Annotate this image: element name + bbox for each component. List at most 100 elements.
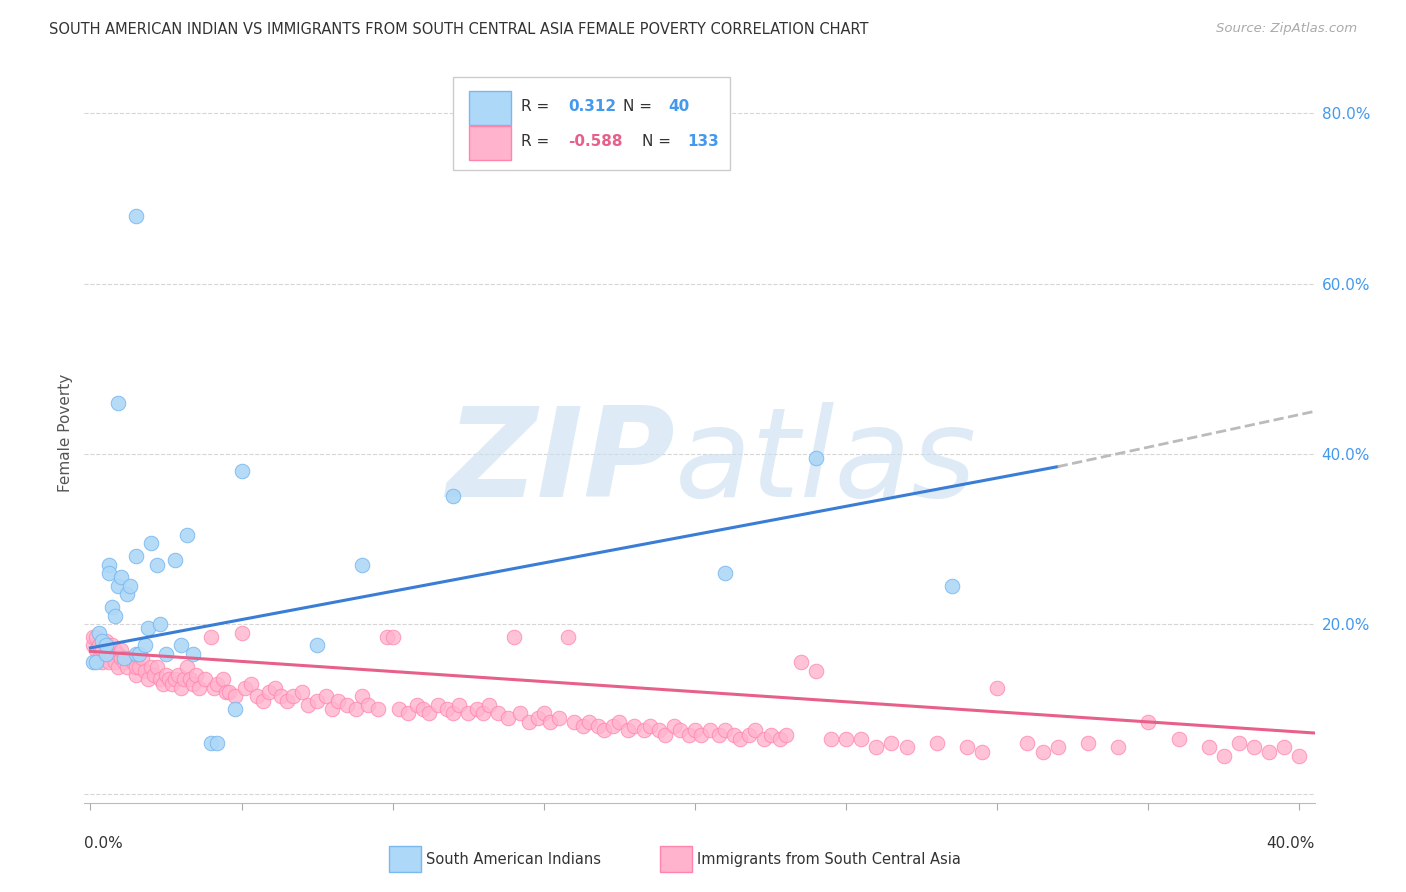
Point	[224, 690, 246, 704]
Point	[207, 676, 229, 690]
Point	[212, 673, 235, 687]
Point	[723, 728, 745, 742]
Point	[509, 706, 531, 721]
Point	[110, 570, 132, 584]
Point	[112, 651, 135, 665]
Point	[200, 630, 222, 644]
Point	[224, 702, 246, 716]
Point	[125, 549, 148, 563]
Point	[321, 702, 343, 716]
Point	[215, 685, 238, 699]
Point	[357, 698, 380, 712]
Point	[1243, 740, 1265, 755]
Text: R =: R =	[522, 134, 554, 149]
Point	[139, 536, 162, 550]
Point	[1046, 740, 1069, 755]
Point	[134, 639, 156, 653]
Point	[176, 527, 198, 541]
Point	[496, 711, 519, 725]
FancyBboxPatch shape	[661, 847, 692, 871]
Point	[136, 673, 159, 687]
Point	[125, 209, 148, 223]
Point	[457, 706, 479, 721]
Point	[441, 706, 464, 721]
Point	[142, 668, 165, 682]
Point	[112, 656, 135, 670]
Point	[714, 723, 737, 738]
Point	[107, 396, 129, 410]
Point	[647, 723, 669, 738]
Point	[188, 681, 211, 695]
Point	[128, 659, 150, 673]
Point	[276, 694, 298, 708]
Point	[986, 681, 1008, 695]
Text: N =: N =	[641, 134, 675, 149]
Point	[110, 642, 132, 657]
Point	[179, 673, 201, 687]
Point	[100, 639, 122, 653]
Point	[602, 719, 624, 733]
Point	[107, 647, 129, 661]
Text: atlas: atlas	[675, 401, 977, 523]
Point	[89, 639, 111, 653]
Point	[427, 698, 450, 712]
Text: N =: N =	[623, 99, 657, 113]
Point	[82, 656, 104, 670]
Point	[97, 558, 120, 572]
Point	[1227, 736, 1250, 750]
Point	[1274, 740, 1296, 755]
Point	[623, 719, 645, 733]
Point	[94, 634, 117, 648]
Y-axis label: Female Poverty: Female Poverty	[58, 374, 73, 491]
Text: -0.588: -0.588	[568, 134, 623, 149]
Point	[759, 728, 782, 742]
Point	[97, 566, 120, 580]
Point	[1107, 740, 1129, 755]
Point	[972, 745, 994, 759]
Point	[110, 651, 132, 665]
Point	[146, 659, 169, 673]
Text: R =: R =	[522, 99, 554, 113]
Point	[125, 659, 148, 673]
Text: 40.0%: 40.0%	[1267, 836, 1315, 851]
Point	[263, 681, 285, 695]
Point	[139, 659, 162, 673]
Point	[194, 673, 217, 687]
Text: South American Indians: South American Indians	[426, 852, 602, 866]
Point	[146, 558, 169, 572]
Point	[678, 728, 700, 742]
Point	[297, 698, 319, 712]
Point	[270, 690, 292, 704]
Point	[89, 651, 111, 665]
Point	[152, 676, 174, 690]
Point	[94, 647, 117, 661]
Point	[200, 736, 222, 750]
Point	[91, 634, 114, 648]
Point	[207, 736, 229, 750]
Point	[572, 719, 595, 733]
Point	[131, 651, 153, 665]
Point	[121, 656, 143, 670]
Point	[94, 639, 117, 653]
Point	[125, 647, 148, 661]
Point	[181, 676, 204, 690]
Point	[352, 690, 374, 704]
Point	[609, 714, 631, 729]
Point	[186, 668, 208, 682]
Point	[155, 647, 177, 661]
Point	[593, 723, 616, 738]
Point	[291, 685, 314, 699]
Point	[233, 681, 256, 695]
Point	[790, 656, 813, 670]
FancyBboxPatch shape	[389, 847, 422, 871]
Point	[344, 702, 367, 716]
Point	[488, 706, 510, 721]
Point	[699, 723, 721, 738]
Point	[941, 579, 963, 593]
Point	[478, 698, 501, 712]
Point	[307, 694, 329, 708]
Point	[662, 719, 685, 733]
Point	[654, 728, 676, 742]
Point	[754, 731, 776, 746]
Point	[103, 608, 125, 623]
